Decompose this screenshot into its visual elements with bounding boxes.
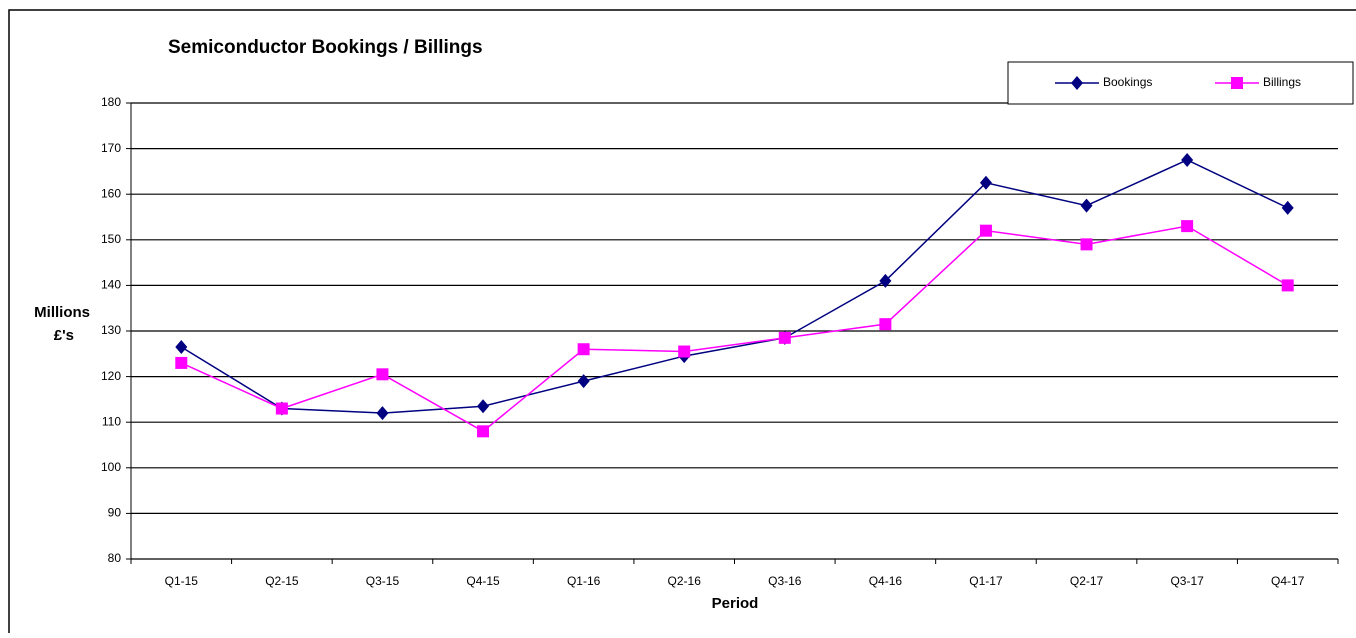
- point: [376, 368, 389, 381]
- series-line: [180, 159, 1289, 414]
- point: [175, 339, 188, 354]
- legend-label: Billings: [1263, 75, 1301, 89]
- x-tick-label: Q4-15: [466, 574, 500, 588]
- point: [879, 273, 892, 288]
- point: [879, 318, 892, 331]
- x-tick-label: Q4-16: [869, 574, 903, 588]
- y-tick-label: 90: [108, 506, 122, 520]
- y-axis-label: £'s: [54, 327, 74, 344]
- point: [778, 331, 791, 344]
- point: [577, 374, 590, 389]
- point: [175, 356, 188, 369]
- point: [1181, 153, 1194, 167]
- y-tick-label: 140: [101, 278, 121, 292]
- x-tick-label: Q2-16: [668, 574, 702, 588]
- y-tick-label: 80: [108, 551, 122, 565]
- x-tick-label: Q3-16: [768, 574, 802, 588]
- y-tick-label: 100: [101, 460, 121, 474]
- point: [577, 343, 590, 356]
- chart-title: Semiconductor Bookings / Billings: [168, 37, 483, 58]
- y-tick-label: 160: [101, 186, 121, 200]
- x-tick-label: Q1-15: [165, 574, 199, 588]
- point: [678, 345, 691, 358]
- x-tick-label: Q3-17: [1170, 574, 1204, 588]
- point: [1281, 279, 1294, 292]
- x-tick-label: Q2-15: [265, 574, 299, 588]
- series-line: [180, 225, 1289, 433]
- y-tick-label: 170: [101, 141, 121, 155]
- y-tick-label: 120: [101, 369, 121, 383]
- y-tick-label: 180: [101, 95, 121, 109]
- point: [1181, 220, 1194, 233]
- x-tick-label: Q1-16: [567, 574, 601, 588]
- point: [275, 402, 288, 415]
- chart-frame: [8, 9, 1356, 638]
- point: [477, 399, 490, 414]
- legend-label: Bookings: [1103, 75, 1152, 89]
- x-tick-label: Q3-15: [366, 574, 400, 588]
- x-tick-label: Q1-17: [969, 574, 1003, 588]
- point: [1080, 238, 1093, 251]
- y-tick-label: 150: [101, 232, 121, 246]
- y-axis-label: Millions: [34, 304, 90, 321]
- point: [1281, 200, 1294, 215]
- point: [1080, 198, 1093, 213]
- x-axis-label: Period: [712, 595, 759, 612]
- y-tick-label: 130: [101, 323, 121, 337]
- point: [979, 175, 992, 190]
- legend-marker: [1231, 77, 1243, 89]
- x-tick-label: Q4-17: [1271, 574, 1305, 588]
- x-tick-label: Q2-17: [1070, 574, 1104, 588]
- legend-marker: [1071, 76, 1083, 90]
- point: [979, 224, 992, 237]
- point: [376, 406, 389, 421]
- y-tick-label: 110: [102, 414, 121, 428]
- point: [477, 425, 490, 438]
